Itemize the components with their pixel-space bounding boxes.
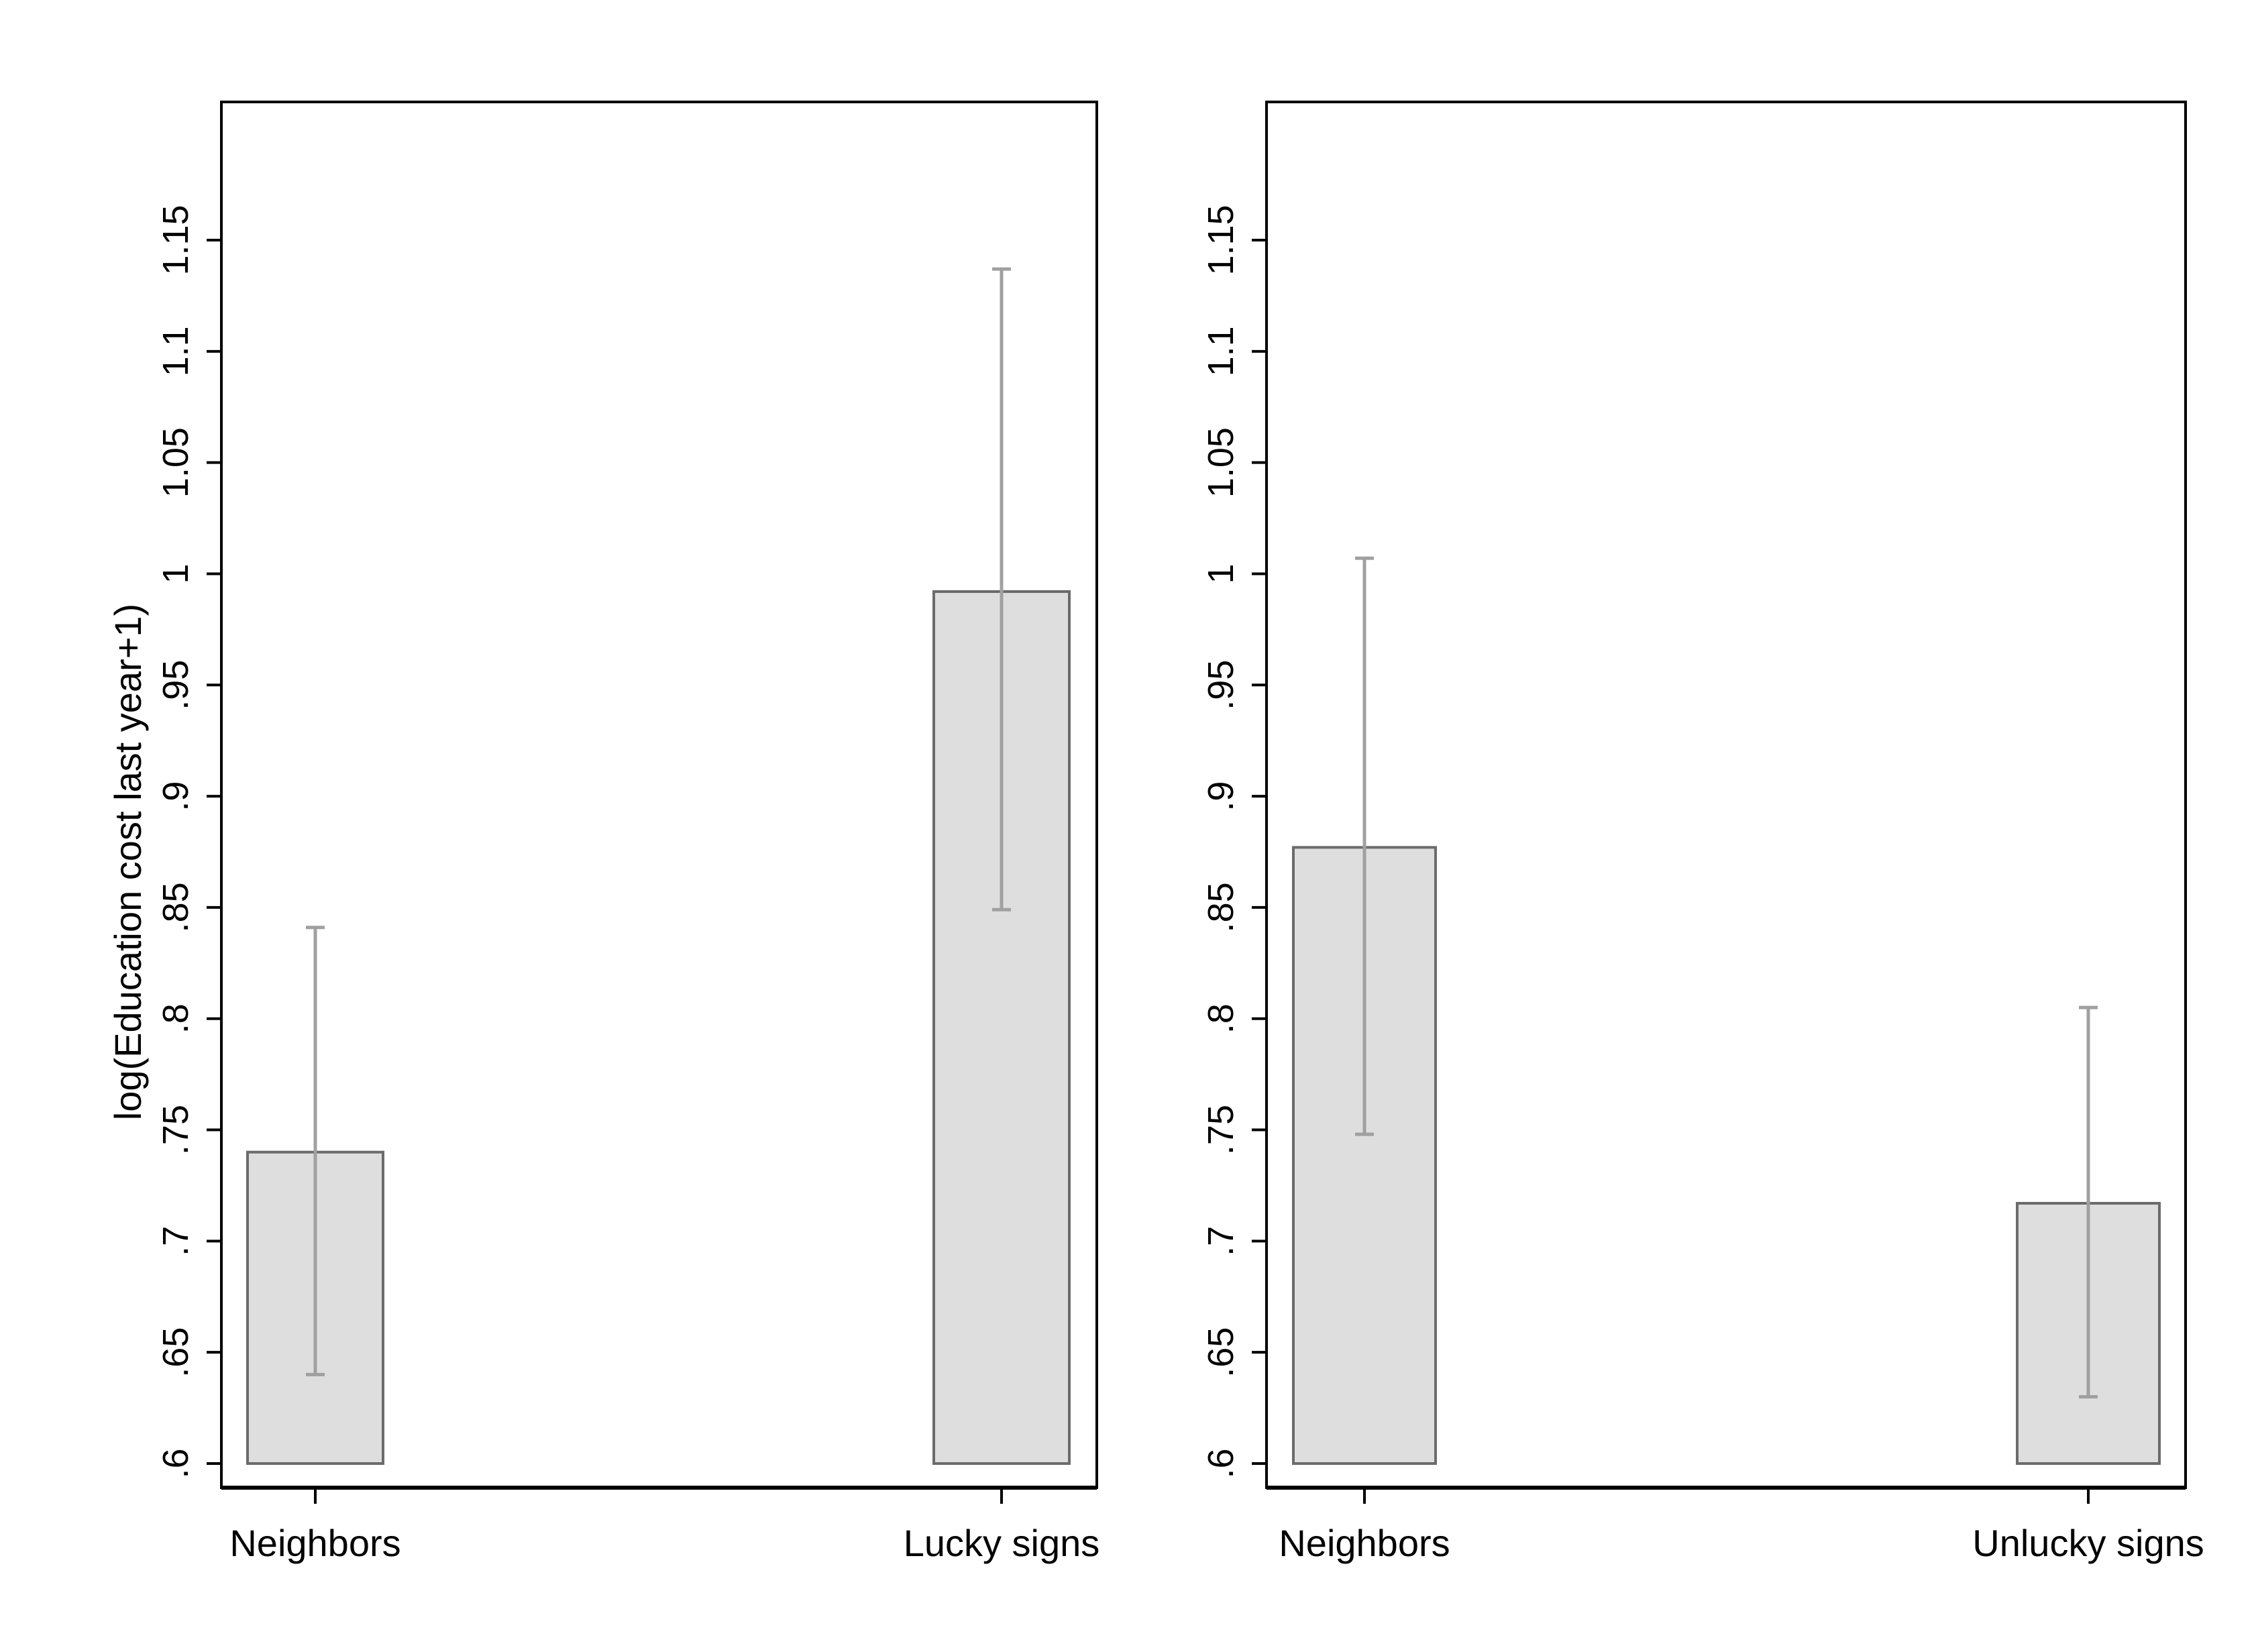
y-tick-label: 1.1: [156, 326, 196, 376]
y-tick-label: .75: [156, 1105, 196, 1155]
y-tick-label: .9: [156, 781, 196, 812]
y-tick-label: .7: [156, 1226, 196, 1256]
x-tick-label: Unlucky signs: [1972, 1522, 2204, 1564]
y-tick-label: 1.05: [156, 427, 196, 498]
left-panel: .6 .65 .7 .75 .8 .85 .9 .95 1 1.05 1.1 1.15 Neighbor…: [156, 101, 1100, 1564]
x-tick-label: Neighbors: [1279, 1522, 1450, 1564]
y-tick-label: .9: [1201, 781, 1241, 812]
y-tick-label: .95: [1201, 660, 1241, 710]
x-tick-label: Neighbors: [229, 1522, 400, 1564]
y-tick-label: .6: [156, 1448, 196, 1478]
y-tick-label: 1.15: [1201, 205, 1241, 275]
y-tick-label: .65: [1201, 1327, 1241, 1378]
y-tick-label: .8: [1201, 1003, 1241, 1034]
y-tick-label: .75: [1201, 1105, 1241, 1155]
x-tick-label: Lucky signs: [904, 1522, 1100, 1564]
y-tick-label: 1.1: [1201, 326, 1241, 376]
y-tick-label: 1: [156, 563, 196, 584]
y-axis-label: log(Education cost last year+1): [107, 604, 149, 1120]
y-tick-label: 1: [1201, 563, 1241, 584]
right-panel: .6 .65 .7 .75 .8 .85 .9 .95 1 1.05 1.1 1.15 Neighbor…: [1201, 101, 2204, 1564]
y-tick-label: .7: [1201, 1226, 1241, 1256]
y-tick-label: .6: [1201, 1448, 1241, 1478]
y-tick-label: 1.05: [1201, 427, 1241, 498]
y-tick-label: .95: [156, 660, 196, 710]
y-tick-label: .85: [1201, 882, 1241, 932]
y-tick-label: .65: [156, 1327, 196, 1378]
y-tick-label: .8: [156, 1003, 196, 1034]
y-tick-label: .85: [156, 882, 196, 932]
y-tick-label: 1.15: [156, 205, 196, 275]
